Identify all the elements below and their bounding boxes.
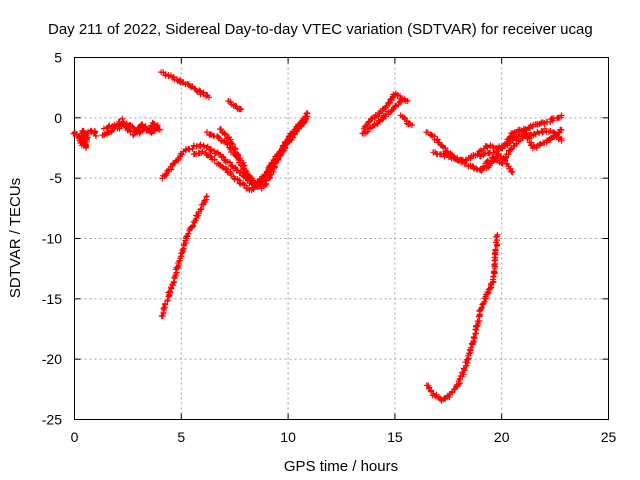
series-trace-13 (397, 112, 415, 129)
x-tick-label: 20 (494, 429, 510, 445)
plus-markers (70, 127, 99, 151)
series-trace-18 (483, 151, 516, 176)
plus-markers (483, 151, 516, 176)
plus-markers (217, 116, 309, 192)
y-axis-title: SDTVAR / TECUs (7, 178, 24, 298)
x-tick-label: 0 (71, 429, 79, 445)
chart-title: Day 211 of 2022, Sidereal Day-to-day VTE… (48, 21, 593, 38)
series-trace-14 (423, 231, 501, 404)
y-tick-label: -25 (42, 412, 62, 428)
plus-markers (225, 98, 245, 113)
y-tick-labels: 5 0 -5 -10 -15 -20 -25 (42, 50, 62, 428)
y-tick-label: 0 (54, 110, 62, 126)
series-trace-10 (217, 116, 309, 192)
series-trace-1 (70, 127, 99, 151)
y-tick-label: -15 (42, 291, 62, 307)
plus-markers (203, 110, 311, 189)
x-tick-label: 25 (601, 429, 617, 445)
series-trace-9 (203, 110, 311, 189)
series-trace-12 (359, 97, 405, 137)
plus-markers (158, 193, 210, 320)
y-tick-label: 5 (54, 50, 62, 66)
series-trace-3 (100, 120, 161, 137)
data-series (70, 69, 565, 404)
x-tick-label: 15 (387, 429, 403, 445)
plus-markers (359, 97, 405, 137)
plus-markers (397, 112, 415, 129)
axis-ticks (74, 57, 609, 420)
series-trace-17 (477, 125, 565, 160)
x-tick-labels: 0 5 10 15 20 25 (71, 429, 617, 445)
x-tick-label: 5 (177, 429, 185, 445)
plus-markers (158, 69, 213, 101)
grid-lines (74, 57, 609, 420)
series-trace-4 (158, 69, 213, 101)
y-tick-label: -5 (50, 170, 63, 186)
series-trace-5 (225, 98, 245, 113)
x-axis-title: GPS time / hours (284, 458, 398, 475)
x-tick-label: 10 (280, 429, 296, 445)
series-trace-6 (158, 193, 210, 320)
y-tick-label: -20 (42, 351, 62, 367)
plus-markers (477, 125, 565, 160)
plus-markers (100, 120, 161, 137)
y-tick-label: -10 (42, 231, 62, 247)
plus-markers (423, 231, 501, 404)
